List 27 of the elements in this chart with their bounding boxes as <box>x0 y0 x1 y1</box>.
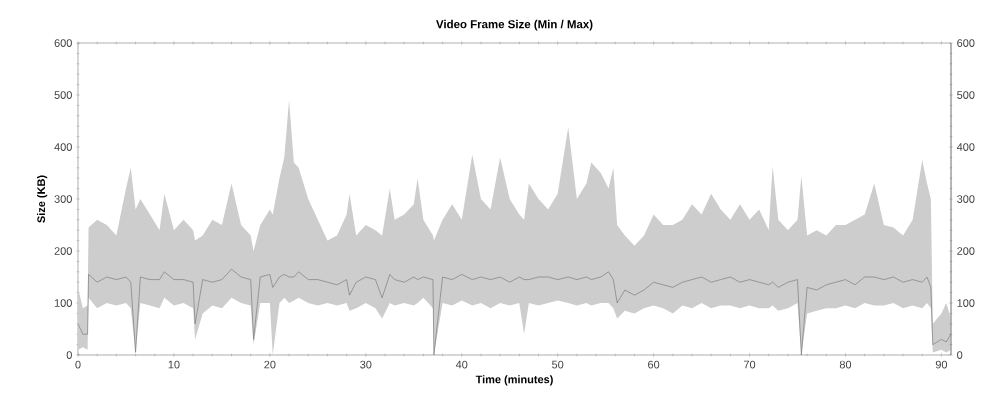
x-tick-label: 10 <box>168 360 180 369</box>
y-tick-label: 500 <box>54 91 72 99</box>
x-tick-label: 60 <box>648 360 660 369</box>
x-tick-label: 30 <box>360 360 372 369</box>
y2-tick-label: 200 <box>957 247 975 255</box>
x-tick-label: 70 <box>744 360 756 369</box>
y-tick-label: 0 <box>66 351 72 359</box>
y2-tick-label: 500 <box>957 91 975 99</box>
y2-tick-label: 400 <box>956 143 975 151</box>
y-tick-label: 200 <box>54 247 72 255</box>
y-tick-label: 100 <box>54 299 72 307</box>
y2-tick-label: 100 <box>957 299 975 307</box>
y-tick-label: 400 <box>54 143 72 151</box>
x-tick-label: 50 <box>552 360 564 369</box>
x-tick-label: 40 <box>455 360 468 369</box>
y-axis-title: Size (KB) <box>37 175 48 223</box>
x-axis-title: Time (minutes) <box>475 375 553 386</box>
chart-title: Video Frame Size (Min / Max) <box>436 19 593 31</box>
x-tick-label: 80 <box>839 360 852 369</box>
x-tick-label: 90 <box>935 360 948 369</box>
y2-tick-label: 300 <box>957 195 975 203</box>
y-tick-label: 300 <box>54 195 72 203</box>
y2-tick-label: 0 <box>957 351 963 359</box>
y2-tick-label: 600 <box>957 39 975 47</box>
x-tick-label: 20 <box>264 360 276 369</box>
x-tick-label: 0 <box>75 360 81 369</box>
y-tick-label: 600 <box>54 39 72 47</box>
